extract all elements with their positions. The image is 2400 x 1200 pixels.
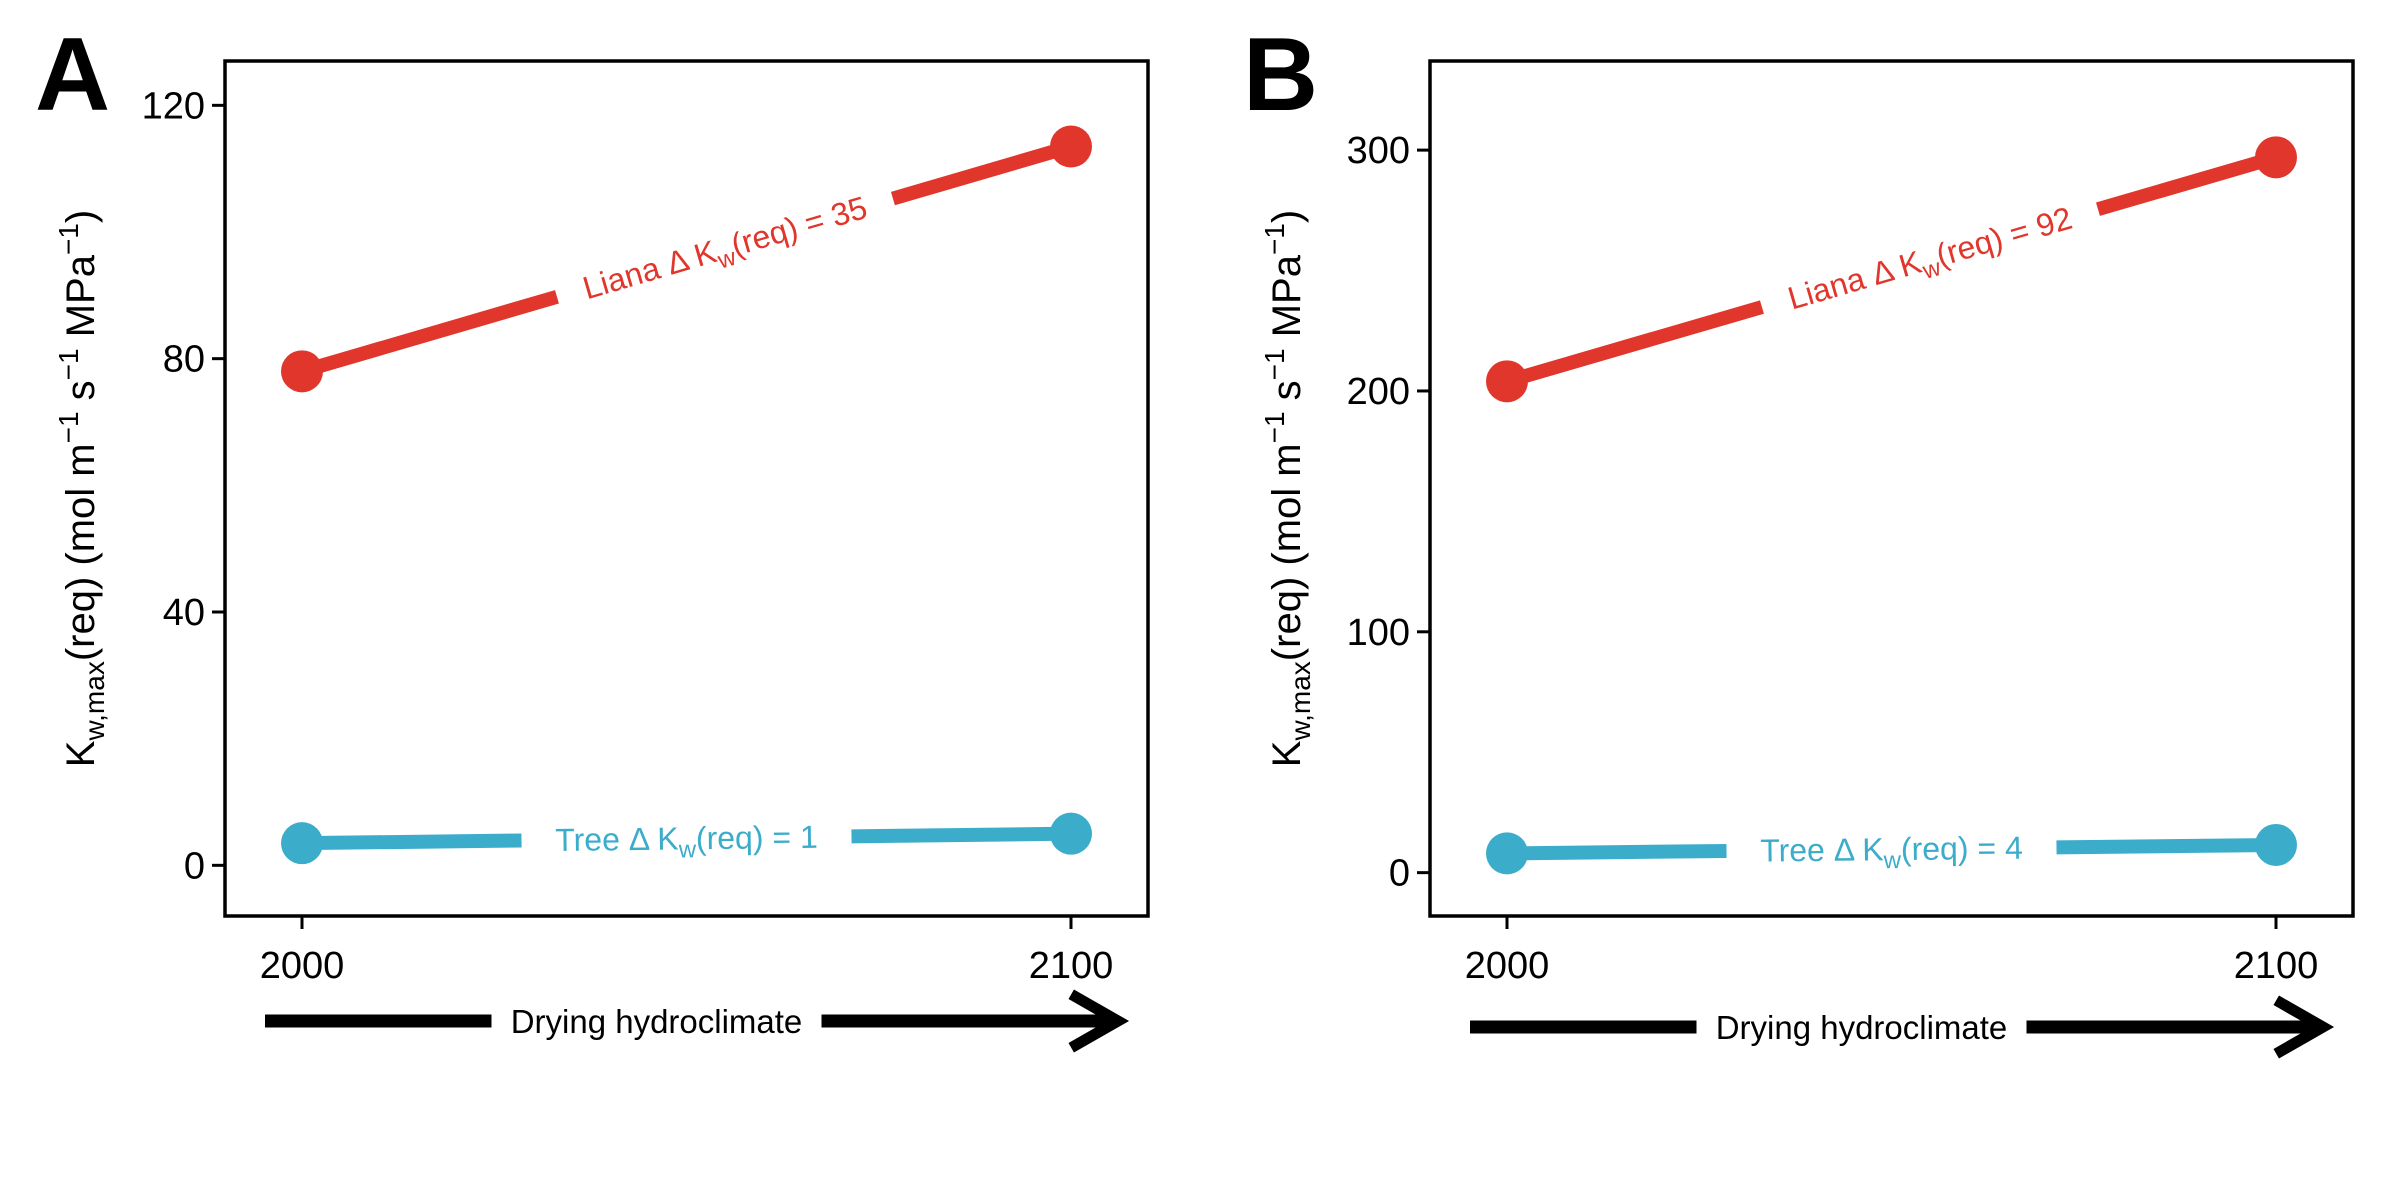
data-point-liana — [1486, 360, 1528, 403]
plot-frame — [223, 59, 1150, 918]
ylabel-main: K — [1265, 740, 1309, 767]
arrow-label: Drying hydroclimate — [511, 1003, 803, 1040]
y-axis-label: Kw,max(req) (mol m−1 s−1 MPa−1) — [53, 210, 110, 767]
series-label-liana: Liana Δ Kw(req) = 92 — [1784, 200, 2078, 324]
ylabel-sub: w,max — [79, 661, 110, 741]
y-tick-label: 120 — [142, 85, 205, 127]
series-line-tree — [301, 833, 522, 851]
series-line-tree — [851, 826, 1072, 844]
x-tick-label: 2000 — [260, 945, 345, 987]
y-tick-label: 0 — [184, 845, 205, 887]
ylabel-sup: −1 — [53, 411, 84, 443]
series-delta: Δ K — [1867, 244, 1925, 293]
data-point-liana — [281, 350, 323, 393]
series-delta-sub: w — [678, 836, 697, 863]
ylabel-end: ) — [1265, 210, 1309, 223]
data-point-tree — [1486, 832, 1528, 875]
ylabel-end: ) — [59, 210, 103, 223]
arrow-label: Drying hydroclimate — [1716, 1009, 2008, 1046]
ylabel-mpa: MPa — [1265, 254, 1309, 348]
data-point-liana — [1050, 125, 1092, 168]
x-tick-label: 2100 — [1029, 945, 1114, 987]
ylabel-rest: (req) (mol m — [1265, 443, 1309, 661]
panel-letter: B — [1243, 17, 1318, 133]
arrow-head-icon — [1068, 989, 1130, 1053]
ylabel-sup: −1 — [1259, 348, 1290, 380]
series-delta: Δ K — [1834, 831, 1884, 868]
plot-frame — [1428, 59, 2355, 918]
series-line-tree — [2056, 837, 2277, 855]
series-line-liana — [2096, 150, 2278, 216]
series-delta-rest: (req) = 4 — [1901, 830, 2023, 867]
series-label-space — [1825, 832, 1834, 868]
panel-letter: A — [35, 17, 110, 133]
y-axis-label: Kw,max(req) (mol m−1 s−1 MPa−1) — [1259, 210, 1316, 767]
series-name: Liana — [1784, 260, 1869, 317]
ylabel-sup: −1 — [1259, 411, 1290, 443]
series-label-space — [620, 821, 629, 857]
ylabel-sup: −1 — [53, 348, 84, 380]
data-point-tree — [1050, 812, 1092, 855]
series-name: Tree — [1760, 832, 1825, 869]
y-tick-label: 300 — [1347, 130, 1410, 172]
y-tick-label: 80 — [163, 339, 205, 381]
series-line-liana — [1505, 300, 1764, 389]
series-line-liana — [890, 139, 1073, 206]
ylabel-mpa: MPa — [59, 254, 103, 348]
series-delta-rest: (req) = 92 — [1932, 200, 2076, 274]
ylabel-main: K — [59, 740, 103, 767]
series-label-tree: Tree Δ Kw(req) = 4 — [1760, 830, 2023, 876]
data-point-tree — [281, 822, 323, 865]
ylabel-sup: −1 — [53, 223, 84, 255]
series-name: Tree — [555, 821, 620, 858]
arrow-head-icon — [2273, 995, 2335, 1059]
y-tick-label: 100 — [1347, 612, 1410, 654]
ylabel-mid: s — [59, 380, 103, 411]
ylabel-mid: s — [1265, 380, 1309, 411]
y-tick-label: 200 — [1347, 371, 1410, 413]
y-tick-label: 40 — [163, 592, 205, 634]
series-delta-rest: (req) = 1 — [696, 819, 818, 857]
x-tick-label: 2000 — [1465, 945, 1550, 987]
series-delta-sub: w — [1883, 847, 1902, 874]
ylabel-rest: (req) (mol m — [59, 443, 103, 661]
series-delta: Δ K — [662, 233, 720, 282]
ylabel-sub: w,max — [1285, 661, 1316, 741]
series-name: Liana — [579, 250, 664, 307]
series-label-tree: Tree Δ Kw(req) = 1 — [555, 819, 818, 865]
data-point-liana — [2255, 136, 2297, 179]
data-point-tree — [2255, 823, 2297, 866]
series-delta-rest: (req) = 35 — [727, 189, 871, 263]
series-label-liana: Liana Δ Kw(req) = 35 — [579, 189, 873, 313]
series-delta: Δ K — [629, 821, 679, 858]
ylabel-sup: −1 — [1259, 223, 1290, 255]
y-tick-label: 0 — [1389, 853, 1410, 895]
x-tick-label: 2100 — [2234, 945, 2319, 987]
series-line-liana — [300, 290, 559, 379]
chart-panel-b: B 0 100 200 300 2000 2100 Kw,max(req) (mol m−1 … — [1243, 17, 2355, 1059]
series-line-tree — [1506, 843, 1727, 861]
